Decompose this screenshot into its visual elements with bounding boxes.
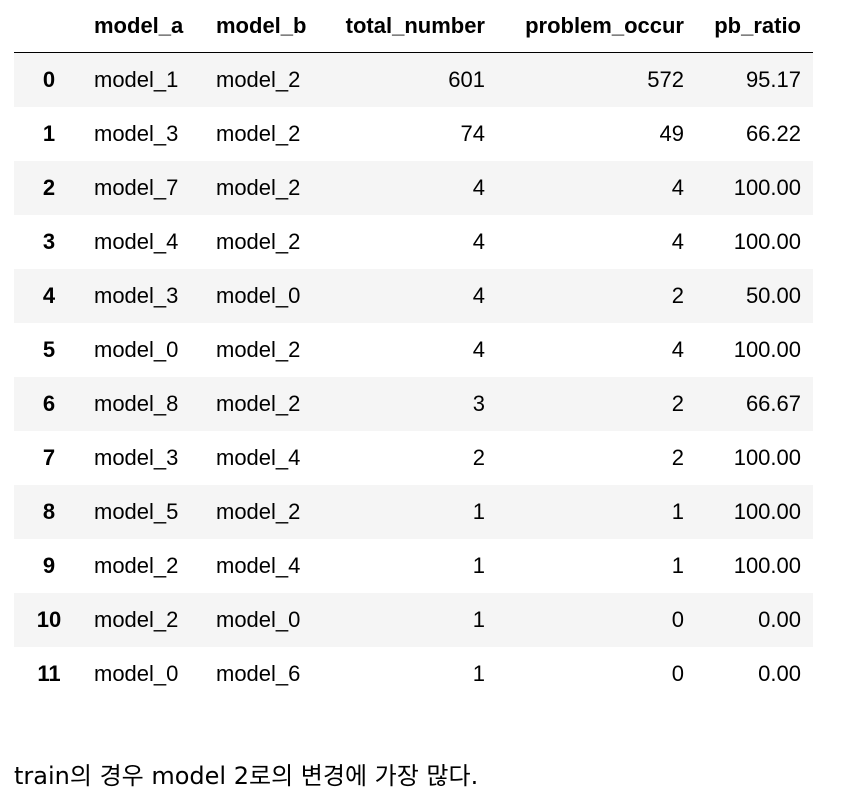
cell-pb-ratio: 0.00 [758, 660, 801, 686]
cell-model-b: model_2 [216, 120, 301, 146]
note-text: train의 경우 model 2로의 변경에 가장 많다. [14, 762, 479, 790]
cell-model-b: model_2 [216, 228, 301, 254]
cell-model-b: model_0 [216, 282, 301, 308]
cell-total-number: 4 [472, 336, 485, 362]
cell-model-a: model_2 [94, 606, 179, 632]
header-total-number: total_number [321, 0, 497, 53]
header-problem-occur: problem_occur [497, 0, 696, 53]
cell-model-a: model_7 [94, 174, 179, 200]
row-index: 0 [42, 66, 56, 92]
table-row: 10 model_2 model_0 1 0 0.00 [14, 592, 813, 647]
cell-pb-ratio: 100.00 [733, 498, 801, 524]
cell-model-b: model_0 [216, 606, 301, 632]
cell-total-number: 3 [472, 390, 485, 416]
cell-total-number: 1 [472, 606, 485, 632]
header-pb-ratio: pb_ratio [696, 0, 813, 53]
cell-total-number: 4 [472, 228, 485, 254]
cell-problem-occur: 572 [647, 66, 684, 92]
cell-model-b: model_2 [216, 66, 301, 92]
cell-pb-ratio: 100.00 [733, 552, 801, 578]
table-row: 3 model_4 model_2 4 4 100.00 [14, 215, 813, 269]
cell-total-number: 2 [472, 444, 485, 470]
table-row: 1 model_3 model_2 74 49 66.22 [14, 107, 813, 161]
cell-model-b: model_2 [216, 498, 301, 524]
cell-problem-occur: 4 [671, 174, 684, 200]
row-index: 8 [42, 498, 56, 524]
cell-model-a: model_2 [94, 552, 179, 578]
cell-model-a: model_0 [94, 336, 179, 362]
cell-problem-occur: 49 [659, 120, 684, 146]
table-body: 0 model_1 model_2 601 572 95.17 1 model_3 model_… [14, 52, 813, 701]
cell-model-b: model_2 [216, 336, 301, 362]
cell-problem-occur: 2 [671, 444, 684, 470]
table-row: 4 model_3 model_0 4 2 50.00 [14, 268, 813, 323]
cell-total-number: 601 [448, 66, 485, 92]
cell-model-a: model_3 [94, 120, 179, 146]
row-index: 2 [42, 174, 56, 200]
header-index [14, 0, 82, 53]
cell-model-a: model_8 [94, 390, 179, 416]
row-index: 9 [42, 552, 56, 578]
row-index: 4 [42, 282, 56, 308]
cell-problem-occur: 2 [671, 282, 684, 308]
cell-model-a: model_3 [94, 282, 179, 308]
cell-pb-ratio: 66.22 [745, 120, 801, 146]
cell-total-number: 4 [472, 282, 485, 308]
table-row: 5 model_0 model_2 4 4 100.00 [14, 323, 813, 377]
table-row: 9 model_2 model_4 1 1 100.00 [14, 539, 813, 593]
table-row: 2 model_7 model_2 4 4 100.00 [14, 160, 813, 215]
row-index: 5 [42, 336, 56, 362]
header-model-b: model_b [204, 0, 321, 53]
cell-total-number: 1 [472, 552, 485, 578]
row-index: 1 [42, 120, 56, 146]
cell-total-number: 74 [460, 120, 485, 146]
row-index: 3 [42, 228, 56, 254]
row-index: 7 [42, 444, 56, 470]
cell-model-a: model_3 [94, 444, 179, 470]
table-row: 6 model_8 model_2 3 2 66.67 [14, 376, 813, 431]
cell-model-b: model_4 [216, 552, 301, 578]
cell-pb-ratio: 100.00 [733, 174, 801, 200]
cell-model-b: model_6 [216, 660, 301, 686]
cell-model-a: model_0 [94, 660, 179, 686]
cell-problem-occur: 4 [671, 336, 684, 362]
row-index: 6 [42, 390, 56, 416]
cell-pb-ratio: 100.00 [733, 444, 801, 470]
table-row: 7 model_3 model_4 2 2 100.00 [14, 431, 813, 485]
cell-pb-ratio: 100.00 [733, 228, 801, 254]
cell-problem-occur: 1 [671, 552, 684, 578]
cell-pb-ratio: 66.67 [745, 390, 801, 416]
cell-pb-ratio: 95.17 [745, 66, 801, 92]
cell-pb-ratio: 100.00 [733, 336, 801, 362]
cell-problem-occur: 2 [671, 390, 684, 416]
table-row: 0 model_1 model_2 601 572 95.17 [14, 52, 813, 107]
cell-model-b: model_2 [216, 390, 301, 416]
cell-model-a: model_1 [94, 66, 179, 92]
cell-total-number: 4 [472, 174, 485, 200]
cell-model-a: model_5 [94, 498, 179, 524]
cell-total-number: 1 [472, 660, 485, 686]
cell-model-b: model_4 [216, 444, 301, 470]
cell-model-b: model_2 [216, 174, 301, 200]
cell-pb-ratio: 0.00 [758, 606, 801, 632]
table-header: model_a model_b total_number problem_occ… [14, 0, 813, 53]
cell-total-number: 1 [472, 498, 485, 524]
cell-pb-ratio: 50.00 [745, 282, 801, 308]
header-model-a: model_a [82, 0, 204, 53]
cell-problem-occur: 1 [671, 498, 684, 524]
cell-problem-occur: 0 [671, 606, 684, 632]
cell-model-a: model_4 [94, 228, 179, 254]
cell-problem-occur: 4 [671, 228, 684, 254]
cell-problem-occur: 0 [671, 660, 684, 686]
row-index: 10 [36, 606, 62, 632]
table-row: 8 model_5 model_2 1 1 100.00 [14, 484, 813, 539]
dataframe-table: model_a model_b total_number problem_occ… [14, 0, 813, 701]
header-row: model_a model_b total_number problem_occ… [14, 0, 813, 53]
row-index: 11 [37, 660, 61, 686]
table-row: 11 model_0 model_6 1 0 0.00 [14, 647, 813, 701]
